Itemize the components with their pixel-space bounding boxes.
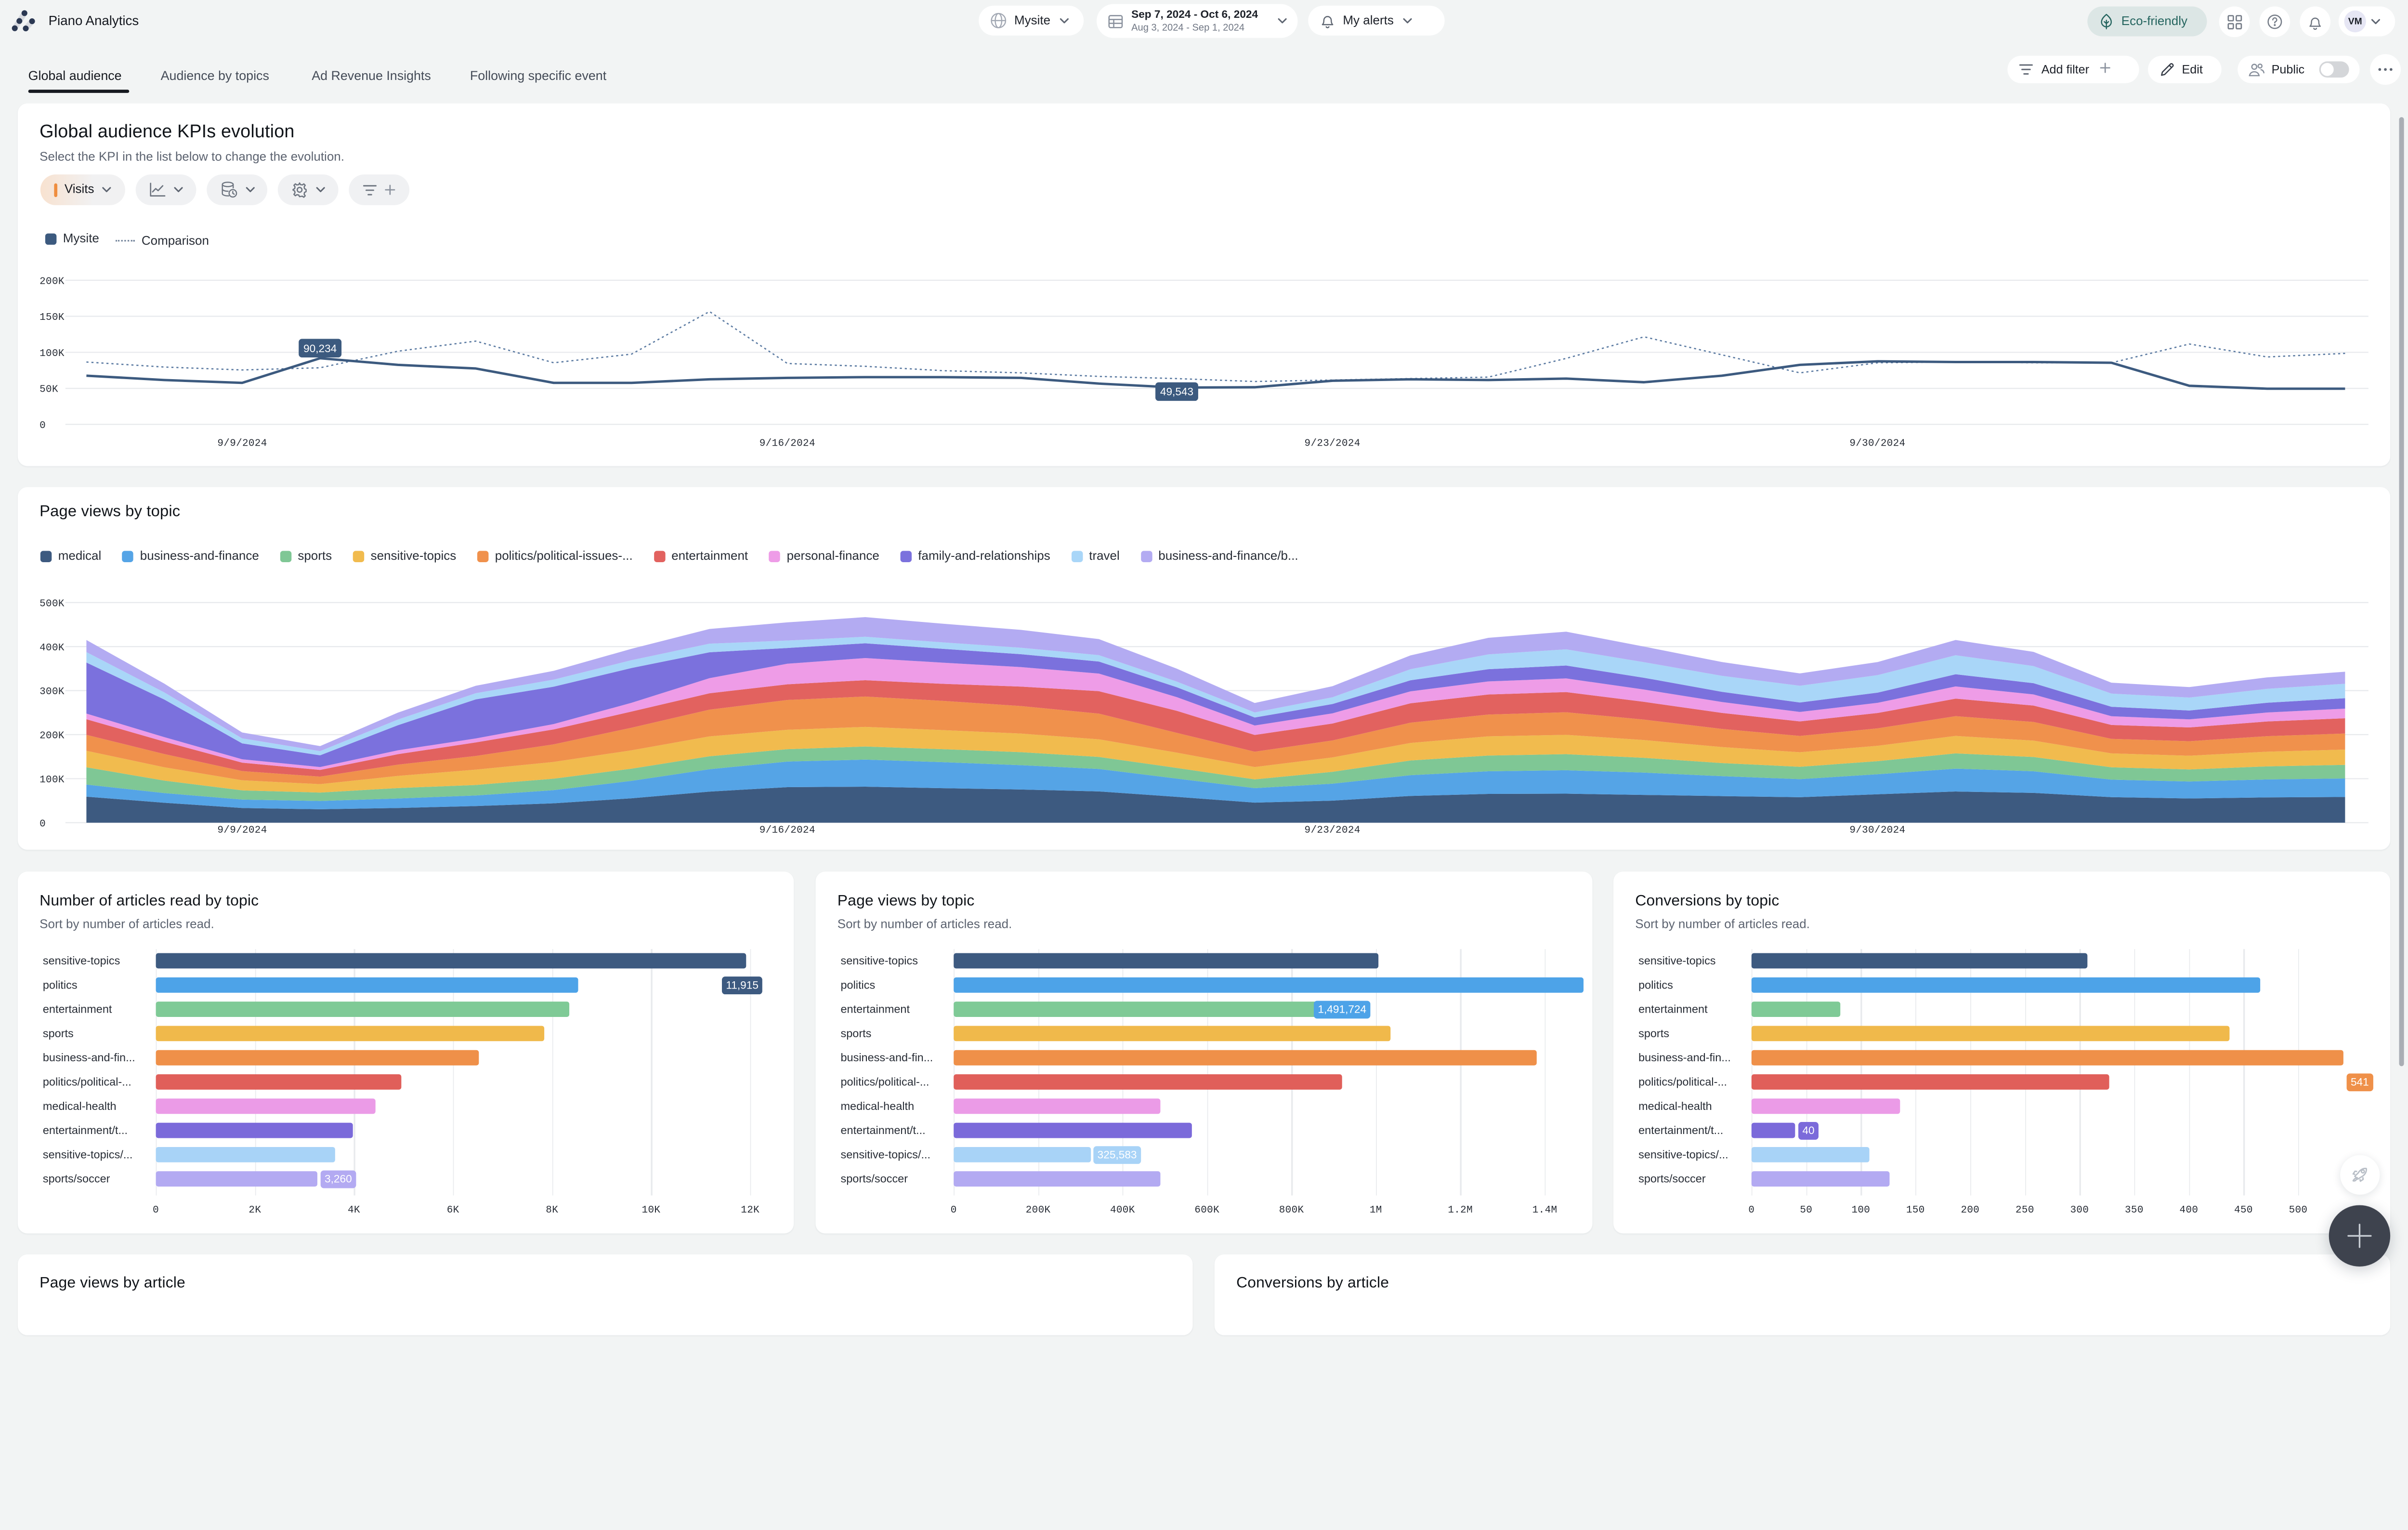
svg-text:0: 0 (39, 818, 46, 830)
svg-text:90,234: 90,234 (303, 343, 337, 355)
svg-text:400K: 400K (39, 643, 65, 654)
svg-text:9/23/2024: 9/23/2024 (1305, 825, 1361, 836)
svg-text:150K: 150K (39, 312, 65, 323)
svg-text:100K: 100K (39, 775, 65, 786)
svg-text:9/16/2024: 9/16/2024 (759, 825, 815, 836)
svg-text:9/16/2024: 9/16/2024 (759, 438, 815, 449)
svg-text:9/30/2024: 9/30/2024 (1849, 438, 1905, 449)
svg-text:9/23/2024: 9/23/2024 (1305, 438, 1361, 449)
svg-text:9/30/2024: 9/30/2024 (1849, 825, 1905, 836)
svg-text:300K: 300K (39, 686, 65, 698)
svg-text:49,543: 49,543 (1160, 385, 1193, 397)
svg-text:100K: 100K (39, 348, 65, 359)
svg-text:200K: 200K (39, 731, 65, 742)
svg-text:50K: 50K (39, 384, 58, 396)
svg-text:200K: 200K (39, 276, 65, 287)
svg-text:9/9/2024: 9/9/2024 (217, 438, 267, 449)
svg-text:9/9/2024: 9/9/2024 (217, 825, 267, 836)
svg-text:500K: 500K (39, 598, 65, 609)
svg-text:0: 0 (39, 420, 46, 431)
